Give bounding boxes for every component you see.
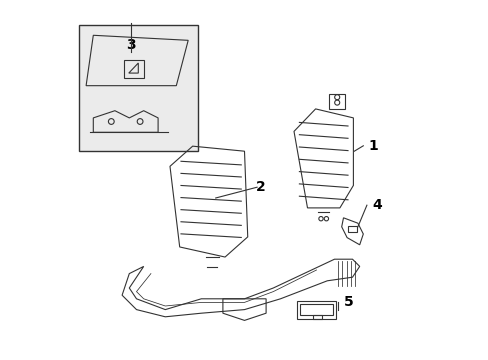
Bar [300,304,332,315]
Bar [79,25,197,151]
Text: 4: 4 [371,198,381,212]
Text: 3: 3 [126,38,136,52]
Bar [347,226,356,232]
Text: 5: 5 [343,296,352,309]
Text: 1: 1 [368,139,378,153]
Bar [296,301,336,319]
Text: 2: 2 [255,180,265,194]
Bar [312,315,321,319]
